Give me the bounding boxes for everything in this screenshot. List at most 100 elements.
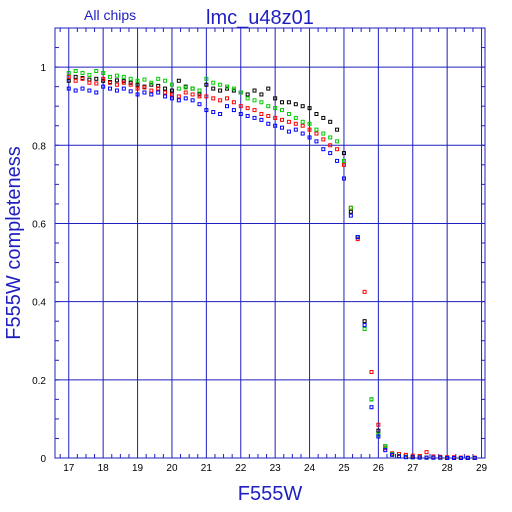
- x-tick-label: 17: [63, 463, 75, 474]
- data-point: [190, 92, 195, 97]
- data-point: [149, 80, 154, 85]
- data-point: [300, 123, 305, 128]
- y-tick-label: 0.6: [32, 219, 46, 230]
- y-tick-label: 1: [40, 63, 46, 74]
- data-point: [142, 90, 147, 95]
- data-point: [321, 115, 326, 120]
- data-point: [362, 327, 367, 331]
- data-point: [286, 119, 291, 124]
- data-point: [397, 454, 401, 459]
- data-point: [376, 422, 381, 427]
- data-point: [376, 428, 381, 433]
- data-point: [121, 80, 126, 85]
- x-tick-label: 29: [476, 463, 488, 474]
- data-point: [362, 319, 367, 324]
- data-point: [204, 108, 209, 113]
- data-point: [211, 110, 216, 115]
- data-point: [328, 151, 333, 156]
- data-point: [300, 119, 305, 124]
- data-point: [176, 86, 181, 91]
- data-point: [73, 78, 78, 83]
- data-point: [465, 456, 470, 460]
- data-point: [438, 455, 443, 460]
- data-point: [238, 104, 243, 109]
- data-point: [369, 397, 374, 402]
- y-tick-label: 0.2: [32, 376, 46, 387]
- data-point: [73, 74, 78, 79]
- data-point: [66, 70, 71, 75]
- data-point: [286, 112, 291, 116]
- data-point: [163, 86, 168, 91]
- x-tick-label: 24: [304, 463, 316, 474]
- data-point: [114, 78, 119, 83]
- data-point: [87, 72, 92, 77]
- y-axis-label: F555W completeness: [3, 146, 25, 339]
- x-tick-label: 19: [132, 463, 144, 474]
- data-point: [225, 104, 229, 109]
- data-point: [87, 80, 92, 85]
- data-point: [225, 84, 229, 89]
- data-point: [348, 205, 353, 210]
- data-point: [169, 92, 174, 97]
- data-point: [280, 117, 285, 122]
- data-point: [266, 113, 271, 118]
- data-point: [293, 115, 298, 120]
- data-point: [114, 88, 119, 93]
- y-tick-label: 0: [40, 454, 46, 465]
- data-point: [94, 90, 99, 95]
- data-point: [169, 82, 174, 87]
- data-point: [183, 85, 188, 90]
- data-point: [307, 121, 312, 126]
- data-point: [142, 85, 147, 90]
- data-point: [293, 127, 298, 132]
- data-point: [369, 370, 374, 374]
- data-point: [190, 98, 195, 103]
- data-point: [383, 448, 388, 453]
- data-point: [94, 69, 99, 73]
- data-point: [128, 89, 133, 94]
- x-tick-label: 26: [373, 463, 385, 474]
- data-point: [273, 106, 278, 111]
- data-point: [66, 74, 71, 79]
- data-point: [293, 102, 298, 107]
- data-point: [183, 90, 188, 95]
- series-3: [66, 69, 477, 460]
- data-point: [176, 98, 181, 103]
- data-point: [335, 127, 340, 132]
- gridlines: [55, 28, 485, 459]
- data-point: [218, 112, 223, 116]
- data-point: [135, 92, 140, 97]
- data-point: [362, 323, 367, 328]
- data-point: [321, 147, 326, 152]
- data-point: [328, 143, 333, 148]
- data-point: [108, 74, 113, 79]
- chart-subtitle: All chips: [84, 7, 136, 23]
- data-point: [403, 455, 408, 460]
- data-point: [231, 100, 236, 105]
- data-point: [410, 455, 415, 460]
- data-point: [458, 456, 463, 460]
- data-point: [169, 88, 174, 93]
- data-point: [273, 96, 278, 101]
- data-point: [252, 115, 257, 120]
- data-point: [286, 129, 291, 134]
- data-point: [280, 108, 285, 113]
- data-point: [445, 456, 450, 460]
- x-axis-label: F555W: [238, 483, 303, 505]
- data-point: [156, 86, 161, 91]
- data-point: [369, 405, 374, 410]
- data-point: [238, 90, 243, 95]
- x-tick-label: 18: [98, 463, 110, 474]
- data-point: [66, 78, 71, 83]
- series-4: [66, 84, 477, 460]
- data-point: [73, 69, 78, 73]
- data-point: [87, 88, 92, 93]
- data-point: [321, 131, 326, 136]
- data-point: [135, 78, 140, 83]
- data-point: [335, 139, 340, 144]
- data-point: [314, 112, 319, 116]
- data-point: [204, 82, 209, 87]
- data-point: [176, 78, 181, 83]
- data-point: [355, 235, 360, 240]
- data-point: [225, 96, 229, 101]
